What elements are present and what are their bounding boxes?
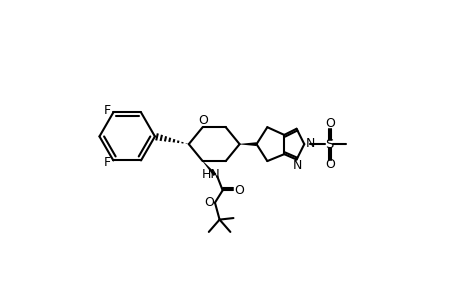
Text: O: O xyxy=(198,114,208,127)
Text: F: F xyxy=(104,104,111,117)
Text: O: O xyxy=(234,184,244,197)
Text: O: O xyxy=(326,117,336,130)
Text: N: N xyxy=(293,159,302,172)
Text: O: O xyxy=(205,196,214,209)
Polygon shape xyxy=(240,142,257,146)
Text: HN: HN xyxy=(202,168,221,181)
Text: O: O xyxy=(326,158,336,171)
Text: F: F xyxy=(104,156,111,169)
Text: N: N xyxy=(306,137,315,150)
Text: S: S xyxy=(325,138,333,151)
Polygon shape xyxy=(202,161,216,176)
